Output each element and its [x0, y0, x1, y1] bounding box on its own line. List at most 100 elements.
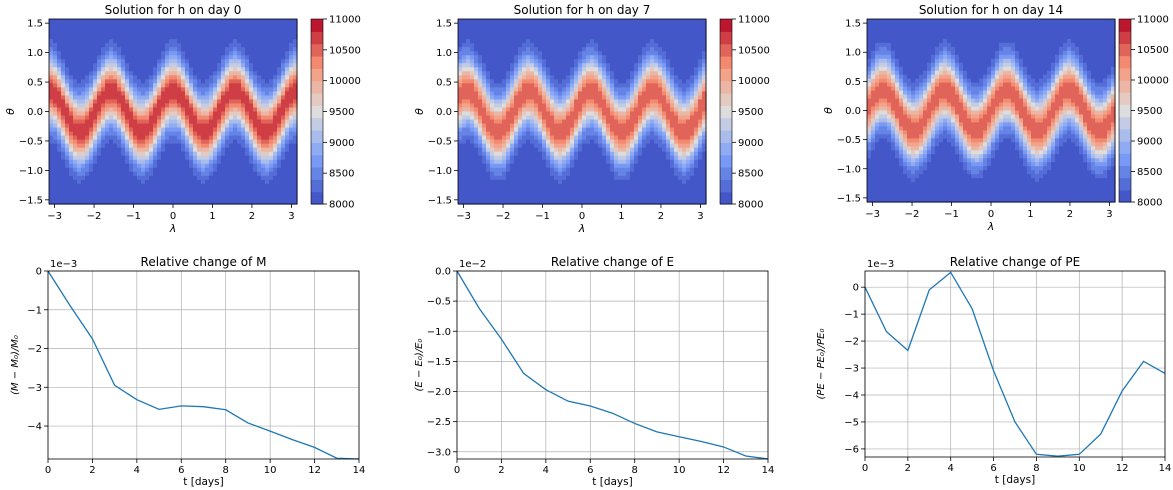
heatmap-cell	[514, 23, 519, 28]
heatmap-cell	[269, 19, 274, 24]
heatmap-cell	[117, 63, 122, 68]
heatmap-cell	[570, 35, 575, 40]
heatmap-cell	[610, 187, 615, 193]
heatmap-cell	[165, 31, 170, 36]
heatmap-cell	[97, 135, 102, 141]
heatmap-cell	[566, 183, 571, 189]
heatmap-cell	[458, 167, 463, 173]
heatmap-cell	[97, 67, 102, 72]
heatmap-cell	[233, 179, 238, 185]
heatmap-cell	[486, 143, 491, 149]
heatmap-cell	[157, 119, 162, 125]
heatmap-cell	[121, 63, 126, 68]
heatmap-cell	[458, 19, 463, 24]
heatmap-cell	[53, 135, 58, 141]
heatmap-cell	[197, 183, 202, 189]
heatmap-cell	[494, 23, 499, 28]
heatmap-cell	[177, 51, 182, 56]
heatmap-cell	[478, 143, 483, 149]
heatmap-cell	[201, 115, 206, 121]
heatmap-cell	[157, 183, 162, 189]
heatmap-cell	[201, 31, 206, 36]
heatmap-cell	[486, 171, 491, 177]
heatmap-cell	[494, 95, 499, 101]
heatmap-cell	[125, 91, 130, 97]
heatmap-cell	[117, 139, 122, 145]
heatmap-cell	[574, 95, 579, 101]
heatmap-cell	[630, 127, 635, 133]
heatmap-cell	[209, 79, 214, 84]
heatmap-cell	[626, 23, 631, 28]
heatmap-cell	[237, 111, 242, 117]
heatmap-cell	[257, 195, 262, 201]
heatmap-cell	[257, 151, 262, 157]
heatmap-cell	[137, 115, 142, 121]
heatmap-cell	[558, 187, 563, 193]
heatmap-cell	[578, 35, 583, 40]
heatmap-cell	[562, 99, 567, 105]
heatmap-cell	[277, 83, 282, 88]
heatmap-cell	[149, 27, 154, 32]
heatmap-cell	[269, 163, 274, 169]
heatmap-cell	[49, 107, 54, 113]
heatmap-cell	[69, 55, 74, 60]
heatmap-cell	[602, 163, 607, 169]
heatmap-cell	[133, 75, 138, 80]
heatmap-cell	[285, 35, 290, 40]
heatmap-cell	[506, 75, 511, 80]
heatmap-cell	[281, 19, 286, 24]
heatmap-cell	[237, 51, 242, 56]
heatmap-cell	[133, 131, 138, 137]
heatmap-cell	[510, 99, 515, 105]
heatmap-cell	[101, 87, 106, 92]
heatmap-cell	[281, 51, 286, 56]
heatmap-cell	[201, 179, 206, 185]
heatmap-cell	[474, 31, 479, 36]
heatmap-cell	[470, 123, 475, 129]
heatmap-cell	[486, 111, 491, 117]
heatmap-cell	[462, 167, 467, 173]
heatmap-cell	[610, 115, 615, 121]
heatmap-cell	[49, 147, 54, 153]
heatmap-cell	[498, 35, 503, 40]
heatmap-cell	[253, 59, 258, 64]
heatmap-cell	[129, 63, 134, 68]
heatmap-cell	[57, 99, 62, 105]
heatmap-cell	[486, 35, 491, 40]
heatmap-cell	[458, 63, 463, 68]
heatmap-cell	[149, 47, 154, 52]
heatmap-cell	[105, 99, 110, 105]
heatmap-cell	[81, 183, 86, 189]
heatmap-cell	[570, 23, 575, 28]
heatmap-cell	[550, 163, 555, 169]
heatmap-cell	[49, 135, 54, 141]
heatmap-cell	[285, 19, 290, 24]
heatmap-cell	[229, 131, 234, 137]
heatmap-cell	[614, 155, 619, 161]
heatmap-cell	[614, 199, 619, 205]
heatmap-cell	[129, 111, 134, 117]
heatmap-cell	[133, 55, 138, 60]
heatmap-cell	[265, 91, 270, 97]
heatmap-cell	[253, 151, 258, 157]
heatmap-cell	[189, 99, 194, 105]
heatmap-cell	[101, 183, 106, 189]
heatmap-cell	[546, 139, 551, 145]
heatmap-cell	[462, 31, 467, 36]
heatmap-cell	[237, 79, 242, 84]
heatmap-cell	[205, 159, 210, 165]
heatmap-cell	[482, 79, 487, 84]
heatmap-cell	[542, 163, 547, 169]
heatmap-cell	[534, 83, 539, 88]
heatmap-cell	[157, 103, 162, 109]
heatmap-cell	[261, 111, 266, 117]
heatmap-cell	[594, 31, 599, 36]
heatmap-cell	[153, 83, 158, 88]
heatmap-cell	[277, 99, 282, 105]
heatmap-cell	[57, 111, 62, 117]
heatmap-cell	[534, 35, 539, 40]
heatmap-cell	[289, 131, 294, 137]
heatmap-cell	[245, 187, 250, 193]
heatmap-cell	[161, 163, 166, 169]
heatmap-cell	[61, 123, 66, 129]
